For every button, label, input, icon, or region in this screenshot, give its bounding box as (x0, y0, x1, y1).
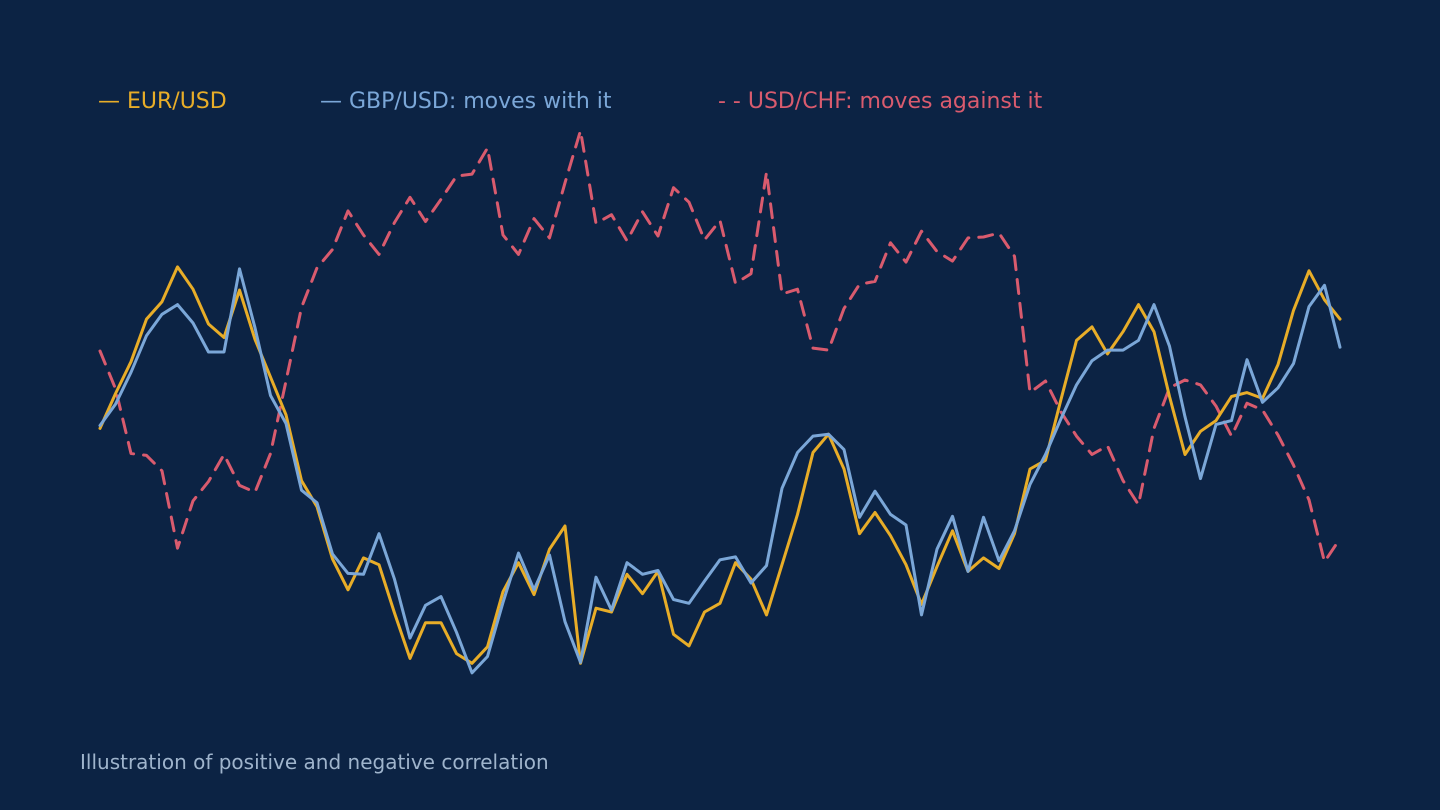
series-line-eur-usd (98, 265, 1342, 665)
chart-legend: — EUR/USD — GBP/USD: moves with it - - U… (98, 86, 1198, 118)
legend-item-eur-usd: — EUR/USD (98, 89, 227, 114)
series-line-gbp-usd (98, 267, 1342, 675)
series-line-usd-chf (98, 129, 1342, 564)
legend-item-usd-chf: - - USD/CHF: moves against it (718, 89, 1043, 114)
chart-caption: Illustration of positive and negative co… (80, 750, 549, 774)
legend-item-gbp-usd: — GBP/USD: moves with it (320, 89, 612, 114)
